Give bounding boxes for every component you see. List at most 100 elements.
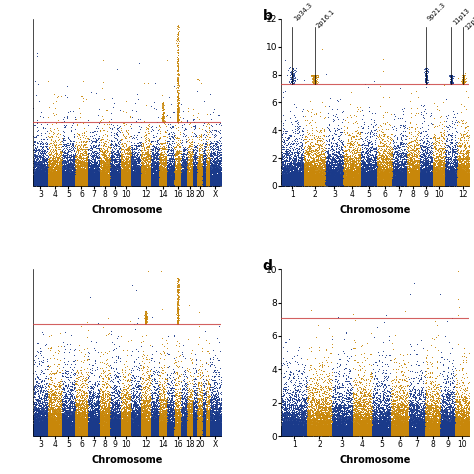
Point [184, 415, 191, 422]
Point [110, 429, 118, 437]
Point [156, 428, 164, 436]
Point [212, 423, 219, 430]
Point [463, 393, 470, 401]
Point [323, 164, 331, 172]
Point [328, 431, 335, 438]
Point [134, 165, 142, 173]
Point [172, 413, 180, 421]
Point [356, 180, 363, 187]
Point [97, 180, 104, 188]
Point [398, 181, 406, 189]
Point [121, 179, 129, 187]
Point [299, 173, 306, 181]
Point [133, 179, 140, 187]
Point [32, 424, 40, 432]
Point [196, 404, 203, 412]
Point [56, 178, 64, 186]
Point [110, 177, 118, 184]
Point [341, 428, 349, 436]
Point [97, 401, 104, 409]
Point [83, 180, 91, 187]
Point [170, 164, 178, 172]
Point [410, 427, 417, 434]
Point [144, 181, 151, 188]
Point [155, 424, 163, 432]
Point [436, 179, 443, 186]
Point [82, 172, 89, 179]
Point [387, 159, 395, 167]
Point [119, 177, 127, 185]
Point [412, 351, 419, 358]
Point [194, 417, 202, 425]
Point [106, 176, 114, 183]
Point [450, 425, 457, 433]
Point [451, 427, 459, 434]
Point [178, 180, 185, 188]
Point [193, 158, 201, 165]
Point [66, 428, 74, 435]
Point [45, 179, 53, 186]
Point [398, 182, 406, 189]
Point [207, 427, 214, 435]
Point [108, 430, 115, 438]
Point [68, 178, 76, 185]
Point [41, 174, 49, 182]
Point [357, 178, 365, 186]
Point [389, 179, 397, 187]
Point [210, 156, 217, 164]
Point [441, 143, 448, 151]
Point [332, 180, 339, 188]
Point [294, 151, 302, 158]
Point [426, 169, 434, 177]
Point [160, 404, 168, 412]
Point [428, 359, 436, 367]
Point [76, 178, 83, 186]
Point [374, 166, 381, 173]
Point [173, 179, 181, 187]
Point [34, 179, 41, 187]
Point [177, 168, 184, 175]
Point [117, 176, 125, 183]
Point [53, 397, 61, 405]
Point [89, 418, 96, 426]
Point [341, 428, 348, 435]
Point [375, 172, 383, 180]
Point [33, 158, 40, 165]
Point [91, 174, 98, 182]
Point [424, 178, 431, 186]
Point [148, 159, 156, 166]
Point [405, 421, 413, 429]
Point [146, 427, 153, 435]
Point [104, 418, 111, 425]
Point [174, 430, 182, 438]
Point [308, 418, 315, 426]
Point [126, 173, 134, 181]
Point [117, 428, 124, 436]
Point [384, 180, 392, 187]
Point [87, 428, 95, 435]
Point [427, 428, 434, 435]
Point [103, 425, 111, 433]
Point [51, 423, 59, 430]
Point [46, 181, 54, 188]
Point [159, 430, 167, 438]
Point [125, 170, 133, 177]
Point [352, 178, 360, 186]
Point [336, 178, 343, 186]
Point [376, 431, 383, 438]
Point [447, 421, 455, 429]
Point [370, 409, 378, 417]
Point [427, 426, 434, 433]
Point [461, 431, 468, 439]
Point [346, 432, 354, 439]
Point [121, 400, 129, 408]
Point [441, 177, 449, 184]
Point [176, 178, 183, 186]
Point [40, 418, 47, 425]
Point [79, 173, 87, 180]
Point [306, 166, 314, 173]
Point [82, 425, 90, 432]
Point [378, 178, 386, 185]
Point [368, 428, 375, 436]
Point [434, 173, 441, 180]
